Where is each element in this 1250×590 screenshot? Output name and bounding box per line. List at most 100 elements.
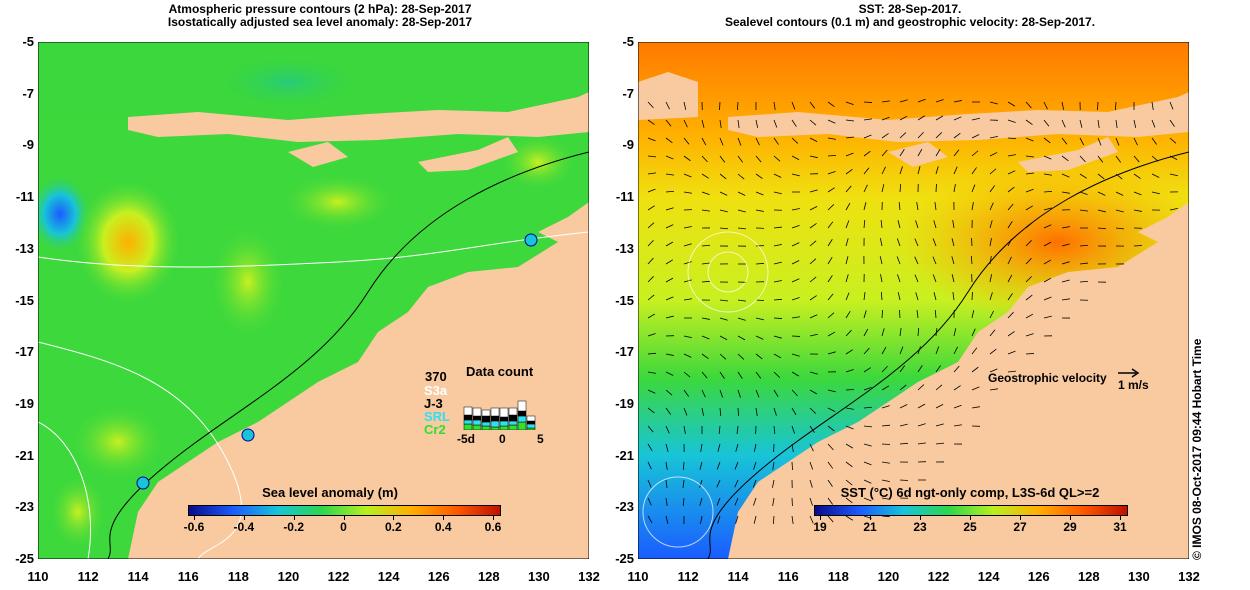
velocity-arrow (665, 259, 674, 265)
velocity-arrow (897, 292, 901, 301)
velocity-arrow (917, 403, 926, 409)
velocity-arrow (755, 389, 760, 398)
velocity-arrow (719, 119, 722, 128)
velocity-arrow (809, 443, 814, 452)
velocity-arrow (755, 155, 762, 163)
velocity-arrow (932, 274, 937, 283)
lat-tick-label: -9 (622, 137, 634, 153)
velocity-arrow (716, 497, 721, 506)
histogram-bar (472, 407, 482, 417)
lat-tick-label: -7 (622, 85, 634, 101)
data-count-legend-item: J-3 (424, 396, 443, 411)
velocity-arrow (863, 387, 872, 391)
velocity-arrow (935, 148, 941, 157)
velocity-arrow (971, 310, 975, 319)
velocity-arrow (899, 115, 908, 121)
velocity-arrow (773, 119, 778, 128)
lat-tick-label: -21 (615, 447, 634, 463)
velocity-arrow (737, 191, 746, 196)
sea-level-contour (687, 231, 769, 313)
anomaly-patch (498, 132, 578, 192)
velocity-arrow (914, 238, 919, 247)
velocity-arrow (647, 119, 655, 125)
velocity-arrow (773, 407, 777, 416)
lon-tick-label: 132 (1178, 569, 1200, 584)
histogram-bar (463, 406, 473, 416)
velocity-arrow (809, 155, 818, 159)
velocity-arrow (791, 155, 800, 161)
velocity-arrow (1043, 101, 1048, 110)
velocity-arrow (773, 101, 776, 110)
histogram-bar (517, 400, 527, 412)
velocity-arrow (773, 280, 782, 283)
velocity-arrow (952, 220, 955, 229)
velocity-arrow (935, 423, 944, 427)
velocity-arrow (845, 443, 854, 449)
velocity-arrow (1025, 188, 1034, 193)
velocity-arrow (899, 423, 908, 427)
velocity-arrow (1151, 173, 1160, 178)
velocity-arrow (755, 137, 760, 146)
velocity-arrow (845, 101, 854, 106)
velocity-arrow (1007, 274, 1013, 283)
velocity-arrow (845, 202, 851, 211)
velocity-arrow (989, 348, 997, 355)
velocity-arrow (951, 274, 955, 283)
velocity-arrow (719, 191, 728, 196)
velocity-arrow (845, 349, 853, 355)
lon-tick-label: 124 (977, 569, 1000, 584)
velocity-arrow (1061, 226, 1070, 229)
velocity-arrow (699, 461, 703, 470)
velocity-arrow (665, 207, 674, 211)
velocity-arrow (881, 424, 890, 427)
histogram-bar (472, 415, 482, 421)
lon-tick-label: 112 (77, 569, 99, 584)
velocity-arrow (701, 244, 711, 247)
colorbar-tick-mark (970, 516, 971, 520)
velocity-arrow (647, 371, 656, 374)
pressure-contour (38, 231, 589, 268)
velocity-arrow (881, 100, 890, 103)
velocity-arrow (791, 137, 799, 144)
lat-tick-label: -7 (22, 85, 34, 101)
velocity-arrow (791, 515, 794, 524)
lat-tick-label: -5 (22, 34, 34, 49)
velocity-arrow (1169, 207, 1178, 211)
velocity-arrow (773, 353, 782, 359)
velocity-arrow (863, 425, 872, 428)
velocity-arrow (1043, 173, 1052, 176)
velocity-arrow (953, 166, 958, 175)
velocity-arrow (809, 119, 817, 126)
lat-tick-label: -11 (615, 189, 634, 205)
velocity-arrow (935, 442, 944, 445)
velocity-arrow (953, 385, 961, 391)
velocity-arrow (665, 353, 674, 356)
velocity-arrow (951, 256, 955, 265)
velocity-arrow (881, 184, 885, 193)
tide-gauge-marker (524, 233, 538, 247)
velocity-arrow (647, 407, 655, 414)
velocity-arrow (737, 371, 743, 379)
velocity-arrow (863, 118, 872, 121)
velocity-arrow (935, 328, 938, 337)
velocity-arrow (845, 220, 850, 229)
velocity-arrow (827, 170, 836, 175)
left-title-line1: Atmospheric pressure contours (2 hPa): 2… (168, 2, 472, 16)
velocity-arrow (863, 310, 867, 319)
velocity-arrow (791, 407, 797, 416)
velocity-arrow (827, 119, 836, 124)
velocity-arrow (845, 136, 854, 139)
velocity-arrow (1025, 222, 1033, 229)
velocity-arrow (863, 167, 870, 175)
velocity-arrow (971, 150, 979, 157)
lon-tick-label: 130 (528, 569, 550, 584)
velocity-arrow (881, 365, 888, 373)
velocity-arrow (989, 168, 997, 175)
velocity-arrow (683, 389, 689, 397)
velocity-arrow (753, 461, 757, 470)
velocity-arrow (755, 173, 763, 179)
velocity-arrow (881, 328, 885, 337)
velocity-arrow (827, 389, 836, 393)
data-count-legend-item: SRL (424, 409, 450, 424)
velocity-arrow (917, 148, 923, 157)
